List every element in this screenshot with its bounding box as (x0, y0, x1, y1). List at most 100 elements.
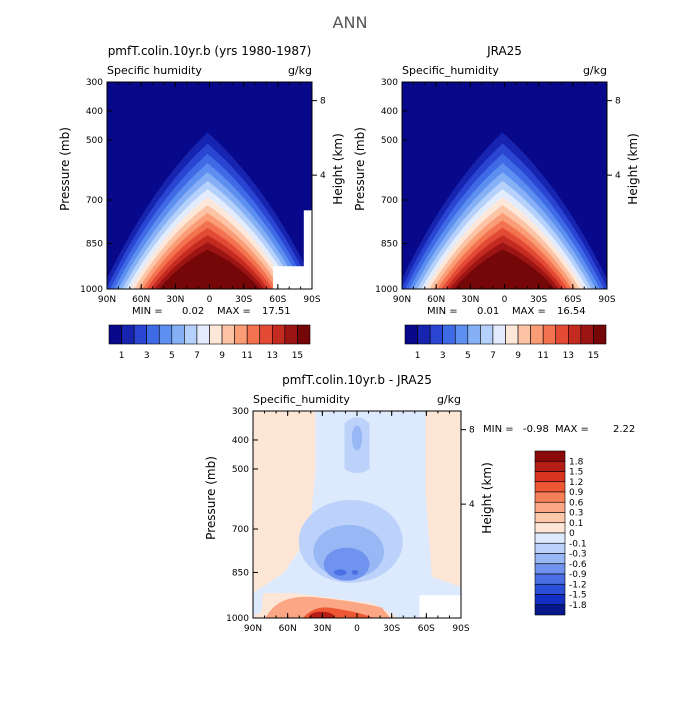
colorbar-swatch (284, 324, 298, 345)
y-right-tick-label: 8 (320, 97, 326, 107)
figure-title: ANN (333, 13, 368, 32)
colorbar-swatch (158, 324, 173, 345)
colorbar-swatch (297, 324, 311, 345)
colorbar-swatch (530, 324, 544, 345)
x-tick-label: 30N (461, 295, 479, 305)
y-tick-label: 500 (86, 136, 103, 146)
colorbar-diff-swatch (534, 512, 566, 524)
colorbar-swatch (467, 324, 481, 345)
y-tick-label: 1000 (80, 285, 103, 295)
colorbar-tick-label: 7 (194, 351, 200, 361)
x-tick-label: 60N (427, 295, 445, 305)
max-value: 17.51 (262, 306, 291, 317)
y-right-tick-label: 4 (469, 500, 475, 510)
colorbar-diff-swatch (534, 460, 566, 472)
y-tick-label: 1000 (375, 285, 398, 295)
max-label: MAX = (512, 306, 546, 317)
colorbar-swatch (593, 324, 607, 345)
min-value: -0.98 (523, 424, 549, 435)
x-tick-label: 60S (269, 295, 286, 305)
colorbar-swatch (429, 324, 443, 345)
colorbar-diff-label: -0.9 (569, 570, 587, 580)
colorbar-top: 1 3 5 7 9 11 13 15 1 3 5 7 9 11 13 15 (108, 324, 607, 361)
colorbar-diff-swatch (534, 532, 566, 544)
colorbar-tick-label: 15 (588, 351, 599, 361)
y-right-tick-label: 4 (615, 171, 621, 181)
colorbar-diff: 1.81.51.20.90.60.30.10-0.1-0.3-0.6-0.9-1… (534, 450, 587, 616)
x-tick-label: 30N (166, 295, 184, 305)
colorbar-tick-label: 1 (119, 351, 125, 361)
colorbar-tick-label: 11 (537, 351, 548, 361)
negative-column-core (351, 425, 363, 451)
y-axis-label: Pressure (mb) (353, 127, 367, 211)
colorbar-diff-label: 0.6 (569, 498, 584, 508)
negative-core (334, 569, 347, 576)
colorbar-diff-swatch (534, 542, 566, 554)
y-axis-label: Pressure (mb) (58, 127, 72, 211)
min-label: MIN = (483, 424, 514, 435)
y-tick-label: 300 (232, 407, 249, 417)
colorbar-diff-swatch (534, 553, 566, 565)
colorbar-diff-label: -0.6 (569, 560, 587, 570)
min-label: MIN = (132, 306, 163, 317)
y-tick-label: 700 (232, 525, 249, 535)
colorbar-diff-label: 0.9 (569, 488, 584, 498)
panels: pmfT.colin.10yr.b (yrs 1980-1987) Specifi… (58, 44, 640, 634)
colorbar-swatch (542, 324, 557, 345)
positive-core (309, 611, 335, 618)
colorbar-diff-swatch (534, 604, 566, 616)
contour-field (253, 411, 461, 618)
panel-2: JRA25 Specific_humidity g/kg 90N 60N 30N 0 30S 6… (353, 44, 640, 317)
colorbar-swatch (171, 324, 185, 345)
y-tick-label: 500 (232, 465, 249, 475)
y-tick-label: 500 (381, 136, 398, 146)
panel-subtitle-left: Specific_humidity (402, 64, 499, 77)
colorbar-swatch (505, 324, 519, 345)
colorbar-diff-swatch (534, 471, 566, 483)
panel-subtitle-right: g/kg (437, 393, 461, 406)
colorbar-tick-label: 5 (465, 351, 471, 361)
colorbar-diff-label: 1.5 (569, 468, 583, 478)
colorbar-tick-label: 7 (490, 351, 496, 361)
colorbar-diff-label: 1.8 (569, 457, 584, 467)
contour-field (402, 82, 607, 289)
colorbar-diff-label: 0 (569, 529, 575, 539)
y-tick-label: 300 (381, 78, 398, 88)
panel-1: pmfT.colin.10yr.b (yrs 1980-1987) Specifi… (58, 44, 345, 317)
y-right-tick-label: 8 (615, 97, 621, 107)
x-tick-label: 60N (132, 295, 150, 305)
min-value: 0.02 (182, 306, 204, 317)
negative-core (351, 569, 359, 575)
y-axis-label-right: Height (km) (331, 133, 345, 204)
x-tick-label: 90N (244, 624, 262, 634)
colorbar-swatch (555, 324, 569, 345)
x-tick-label: 60S (418, 624, 435, 634)
colorbar-swatch (480, 324, 494, 345)
colorbar-diff-swatch (534, 563, 566, 575)
colorbar-diff-label: -1.5 (569, 591, 587, 601)
colorbar-diff-label: 0.1 (569, 519, 583, 529)
colorbar-swatch (568, 324, 582, 345)
y-tick-label: 700 (381, 196, 398, 206)
min-label: MIN = (427, 306, 458, 317)
colorbar-tick-label: 13 (267, 351, 278, 361)
colorbar-swatch (580, 324, 594, 345)
y-tick-label: 400 (381, 107, 398, 117)
colorbar-swatch (417, 324, 431, 345)
colorbar-tick-label: 5 (169, 351, 175, 361)
colorbar-swatch (454, 324, 469, 345)
missing-region (419, 595, 461, 618)
y-tick-label: 400 (232, 436, 249, 446)
x-tick-label: 30N (313, 624, 331, 634)
colorbar-diff-swatch (534, 501, 566, 513)
colorbar-diff-label: 1.2 (569, 478, 583, 488)
max-label: MAX = (555, 424, 589, 435)
max-value: 16.54 (557, 306, 586, 317)
contour-level-15 (158, 249, 261, 289)
colorbar-swatch (442, 324, 456, 345)
panel-subtitle-right: g/kg (583, 64, 607, 77)
y-tick-label: 1000 (226, 614, 249, 624)
colorbar-swatch (184, 324, 198, 345)
colorbar-diff-swatch (534, 583, 566, 595)
